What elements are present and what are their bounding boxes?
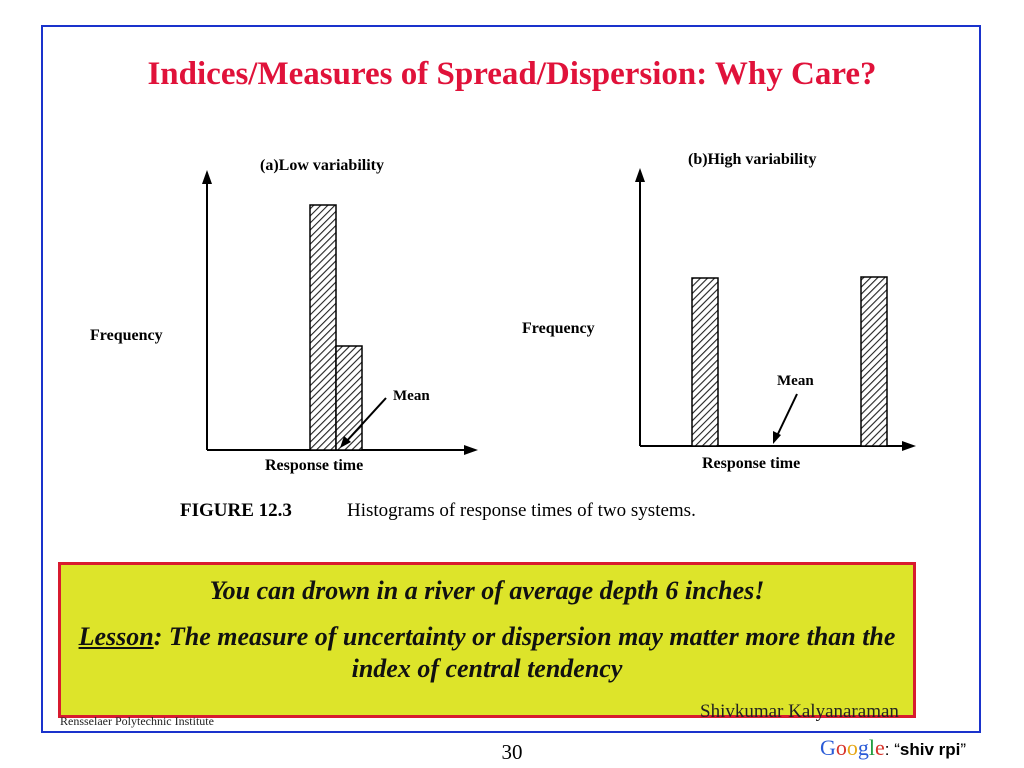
panel-b-ylabel: Frequency	[522, 320, 595, 337]
panel-a-x-arrow	[464, 445, 478, 455]
panel-a-mean-label: Mean	[393, 388, 430, 404]
panel-a-bar-2	[335, 345, 363, 451]
panel-b-y-arrow	[635, 168, 645, 182]
footer-author: Shivkumar Kalyanaraman	[700, 701, 899, 722]
panel-b-title: (b)High variability	[688, 151, 816, 168]
figure-caption-text: Histograms of response times of two syst…	[347, 500, 696, 521]
panel-a-xlabel: Response time	[265, 457, 363, 474]
slide-title: Indices/Measures of Spread/Dispersion: W…	[147, 56, 877, 92]
panel-a-bar-1	[309, 204, 337, 451]
panel-b-mean-arrowhead	[773, 431, 781, 444]
search-prefix: : “	[884, 740, 900, 759]
panel-b-mean-label: Mean	[777, 373, 814, 389]
panel-b-bar-2	[860, 276, 888, 447]
slide-frame	[41, 25, 981, 733]
panel-a: (a)Low variability Frequency Mean Respon…	[90, 157, 478, 474]
panel-a-y-arrow	[202, 170, 212, 184]
panel-a-ylabel: Frequency	[90, 327, 163, 344]
panel-b: (b)High variability Frequency Mean Respo…	[522, 151, 916, 472]
panel-b-x-arrow	[902, 441, 916, 451]
google-search-hint: Google: “shiv rpi”	[820, 735, 966, 761]
search-keyword: shiv rpi	[899, 740, 961, 759]
lesson-word: Lesson	[78, 622, 154, 651]
footer-institution: Rensselaer Polytechnic Institute	[60, 714, 214, 728]
google-logo: Google	[820, 735, 885, 760]
panel-b-xlabel: Response time	[702, 455, 800, 472]
panel-a-title: (a)Low variability	[260, 157, 384, 174]
histogram-figure: (a)Low variability Frequency Mean Respon…	[90, 151, 916, 521]
panel-a-mean-pointer	[343, 397, 387, 445]
search-suffix: ”	[960, 740, 967, 759]
figure-caption-label: FIGURE 12.3	[180, 500, 292, 521]
lesson-callout: You can drown in a river of average dept…	[58, 562, 916, 718]
panel-b-mean-pointer	[775, 393, 798, 439]
page-number: 30	[501, 740, 523, 764]
panel-a-mean-arrowhead	[340, 436, 351, 448]
panel-b-bar-1	[691, 277, 719, 447]
callout-line-1: You can drown in a river of average dept…	[209, 576, 765, 605]
callout-lesson: Lesson: The measure of uncertainty or di…	[61, 621, 913, 685]
lesson-text: : The measure of uncertainty or dispersi…	[153, 622, 896, 683]
